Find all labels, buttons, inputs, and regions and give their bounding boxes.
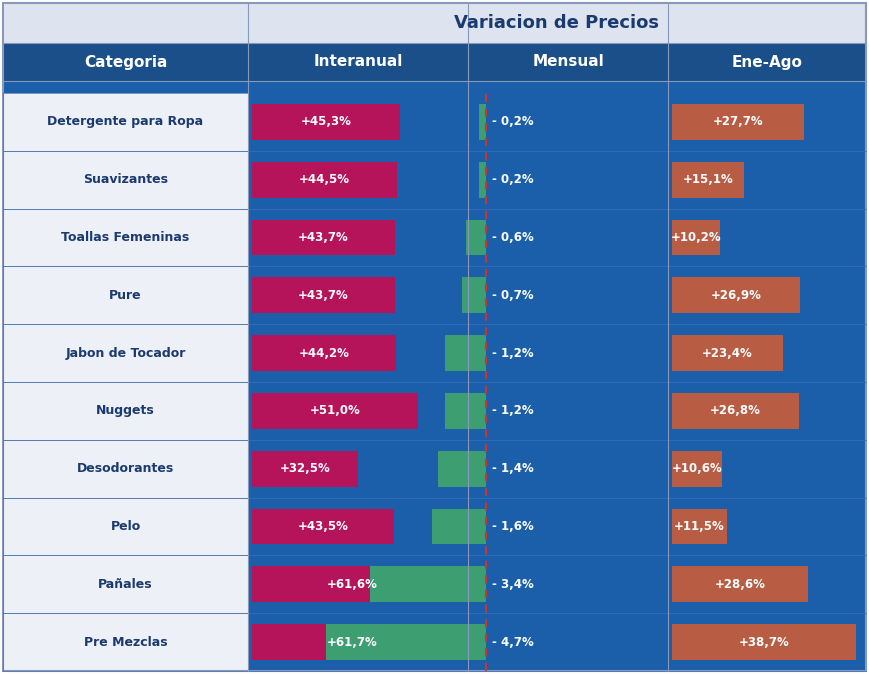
- Text: +10,2%: +10,2%: [671, 231, 721, 244]
- Bar: [672, 393, 799, 429]
- Bar: [3, 266, 248, 324]
- Bar: [479, 162, 486, 197]
- Bar: [466, 220, 486, 255]
- Bar: [252, 278, 395, 313]
- Text: Detergente para Ropa: Detergente para Ropa: [48, 115, 203, 129]
- Bar: [252, 162, 397, 197]
- Text: +27,7%: +27,7%: [713, 115, 763, 129]
- Bar: [3, 324, 248, 382]
- Bar: [3, 151, 248, 208]
- Bar: [248, 440, 866, 497]
- Bar: [248, 93, 866, 151]
- Bar: [248, 151, 866, 208]
- Bar: [672, 162, 744, 197]
- Text: Categoria: Categoria: [83, 55, 167, 69]
- Text: - 0,7%: - 0,7%: [492, 288, 534, 302]
- Bar: [432, 509, 486, 545]
- Bar: [248, 3, 866, 43]
- Bar: [3, 208, 248, 266]
- Text: +51,0%: +51,0%: [309, 404, 361, 417]
- Bar: [672, 335, 783, 371]
- Bar: [3, 497, 248, 555]
- Bar: [248, 497, 866, 555]
- Bar: [445, 393, 486, 429]
- Text: Interanual: Interanual: [314, 55, 402, 69]
- Text: +61,7%: +61,7%: [328, 636, 378, 648]
- Text: - 4,7%: - 4,7%: [492, 636, 534, 648]
- Bar: [672, 624, 856, 660]
- Bar: [248, 266, 866, 324]
- Bar: [672, 278, 799, 313]
- Bar: [252, 566, 453, 602]
- Bar: [672, 104, 804, 140]
- Bar: [445, 335, 486, 371]
- Bar: [370, 566, 486, 602]
- Text: Nuggets: Nuggets: [96, 404, 155, 417]
- Bar: [248, 613, 866, 671]
- Bar: [326, 624, 486, 660]
- Text: - 1,2%: - 1,2%: [492, 346, 534, 360]
- Text: +44,5%: +44,5%: [299, 173, 350, 186]
- Bar: [248, 324, 866, 382]
- Bar: [479, 104, 486, 140]
- Text: +10,6%: +10,6%: [672, 462, 722, 475]
- Text: +23,4%: +23,4%: [702, 346, 753, 360]
- Text: Pelo: Pelo: [110, 520, 141, 533]
- Text: +26,9%: +26,9%: [711, 288, 761, 302]
- Bar: [3, 555, 248, 613]
- Text: +61,6%: +61,6%: [327, 578, 378, 591]
- Bar: [3, 382, 248, 440]
- Bar: [252, 624, 454, 660]
- Text: Pañales: Pañales: [98, 578, 153, 591]
- Bar: [248, 208, 866, 266]
- Text: +32,5%: +32,5%: [280, 462, 330, 475]
- Text: +26,8%: +26,8%: [710, 404, 761, 417]
- Bar: [672, 220, 720, 255]
- Text: +28,6%: +28,6%: [714, 578, 766, 591]
- Text: +43,7%: +43,7%: [298, 231, 348, 244]
- Text: +44,2%: +44,2%: [299, 346, 349, 360]
- Text: +11,5%: +11,5%: [674, 520, 725, 533]
- Text: +38,7%: +38,7%: [739, 636, 789, 648]
- Text: Ene-Ago: Ene-Ago: [732, 55, 802, 69]
- Bar: [252, 220, 395, 255]
- Text: - 1,2%: - 1,2%: [492, 404, 534, 417]
- Bar: [3, 43, 866, 81]
- Text: Pre Mezclas: Pre Mezclas: [83, 636, 168, 648]
- Text: Desodorantes: Desodorantes: [76, 462, 174, 475]
- Bar: [252, 451, 358, 487]
- Bar: [248, 555, 866, 613]
- Text: Pure: Pure: [109, 288, 142, 302]
- Text: - 0,2%: - 0,2%: [492, 115, 534, 129]
- Text: - 0,2%: - 0,2%: [492, 173, 534, 186]
- Bar: [438, 451, 486, 487]
- Text: - 1,6%: - 1,6%: [492, 520, 534, 533]
- Bar: [3, 613, 248, 671]
- Bar: [672, 509, 726, 545]
- Bar: [672, 566, 808, 602]
- Bar: [252, 104, 400, 140]
- Text: +43,7%: +43,7%: [298, 288, 348, 302]
- Bar: [248, 382, 866, 440]
- Text: +45,3%: +45,3%: [301, 115, 351, 129]
- Bar: [3, 440, 248, 497]
- Text: Variacion de Precios: Variacion de Precios: [454, 14, 660, 32]
- Bar: [252, 509, 394, 545]
- Text: - 0,6%: - 0,6%: [492, 231, 534, 244]
- Text: Mensual: Mensual: [532, 55, 604, 69]
- Text: Jabon de Tocador: Jabon de Tocador: [65, 346, 186, 360]
- Bar: [672, 451, 722, 487]
- Text: +43,5%: +43,5%: [297, 520, 348, 533]
- Text: - 3,4%: - 3,4%: [492, 578, 534, 591]
- Bar: [252, 393, 418, 429]
- Bar: [3, 81, 866, 93]
- Text: - 1,4%: - 1,4%: [492, 462, 534, 475]
- Bar: [462, 278, 486, 313]
- Bar: [3, 3, 248, 43]
- Bar: [252, 335, 396, 371]
- Text: Toallas Femeninas: Toallas Femeninas: [62, 231, 189, 244]
- Text: +15,1%: +15,1%: [682, 173, 733, 186]
- Bar: [3, 93, 248, 151]
- Text: Suavizantes: Suavizantes: [83, 173, 168, 186]
